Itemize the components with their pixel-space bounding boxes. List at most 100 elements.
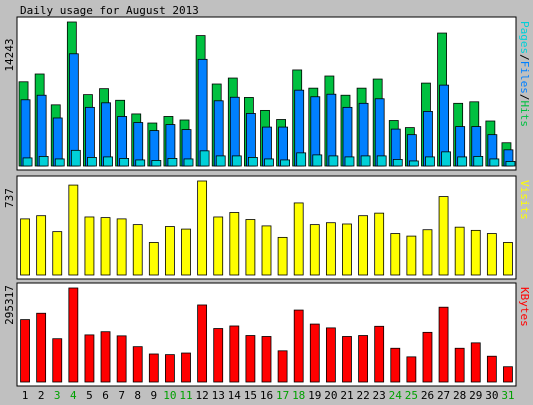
legend: KBytes: [518, 287, 531, 327]
bar-kbytes-19: [309, 323, 320, 383]
bar-kbytes-22: [358, 335, 368, 383]
bar-visits-15: [245, 219, 256, 276]
bar-kbytes-28: [454, 347, 465, 383]
bar-visits-4: [68, 184, 79, 276]
bar-kbytes-25: [406, 356, 417, 383]
x-tick-label-12: 12: [195, 389, 208, 402]
y-max-label: 737: [3, 188, 16, 208]
bar-kbytes-12: [197, 304, 208, 383]
bar-kbytes-17: [277, 350, 288, 383]
bar-visits-3: [52, 231, 63, 276]
bar-visits-14: [229, 212, 240, 276]
bar-visits-20: [325, 222, 336, 276]
y-max-label: 14243: [3, 38, 16, 71]
bar-pages-16: [264, 158, 274, 167]
bar-visits-1: [20, 218, 30, 276]
bar-files-1: [20, 99, 31, 167]
bar-visits-16: [261, 225, 272, 276]
bar-visits-18: [293, 202, 304, 276]
bar-pages-29: [473, 155, 484, 167]
bar-pages-5: [87, 157, 97, 167]
x-tick-label-30: 30: [485, 389, 498, 402]
bar-kbytes-3: [52, 338, 63, 383]
bar-pages-3: [54, 158, 65, 167]
bar-kbytes-10: [165, 354, 175, 383]
bar-pages-28: [457, 156, 468, 167]
y-max-label: 295317: [3, 285, 16, 325]
bar-visits-5: [84, 216, 95, 276]
x-tick-label-7: 7: [118, 389, 125, 402]
bar-visits-29: [470, 229, 481, 276]
x-tick-label-9: 9: [151, 389, 158, 402]
bar-files-12: [197, 58, 208, 167]
bar-visits-30: [486, 233, 497, 276]
bar-kbytes-24: [390, 347, 401, 383]
bar-pages-27: [441, 151, 451, 167]
x-tick-label-21: 21: [340, 389, 353, 402]
bar-files-8: [133, 122, 144, 167]
x-tick-label-5: 5: [86, 389, 93, 402]
bar-kbytes-15: [245, 335, 256, 383]
bar-pages-17: [280, 159, 290, 167]
bar-pages-6: [103, 156, 113, 167]
bar-visits-8: [132, 224, 143, 276]
bar-visits-11: [181, 228, 191, 276]
bar-files-20: [326, 93, 337, 167]
bar-kbytes-27: [438, 306, 449, 383]
bar-visits-28: [454, 226, 465, 276]
bar-pages-20: [328, 155, 339, 167]
bar-kbytes-5: [84, 334, 95, 383]
bar-pages-11: [183, 158, 194, 167]
bar-visits-26: [422, 229, 433, 276]
bar-kbytes-6: [100, 331, 111, 383]
x-tick-label-11: 11: [179, 389, 192, 402]
bar-visits-31: [503, 242, 513, 276]
bar-visits-24: [390, 233, 401, 276]
x-tick-label-17: 17: [276, 389, 289, 402]
x-tick-label-24: 24: [389, 389, 403, 402]
bar-kbytes-14: [229, 325, 240, 383]
bar-visits-9: [148, 242, 159, 276]
bar-pages-25: [408, 160, 419, 167]
bar-kbytes-18: [293, 309, 304, 383]
bar-pages-26: [425, 156, 435, 167]
x-tick-label-16: 16: [260, 389, 273, 402]
x-tick-label-29: 29: [469, 389, 482, 402]
bar-visits-6: [100, 217, 111, 276]
x-tick-label-1: 1: [22, 389, 29, 402]
bar-kbytes-11: [181, 352, 191, 383]
bar-pages-21: [344, 156, 355, 167]
x-tick-label-28: 28: [453, 389, 466, 402]
bar-pages-9: [151, 160, 162, 167]
bar-kbytes-4: [68, 287, 79, 383]
bar-kbytes-21: [342, 336, 352, 383]
bar-pages-1: [22, 157, 33, 167]
x-tick-label-31: 31: [501, 389, 514, 402]
bar-kbytes-1: [20, 319, 30, 383]
bar-kbytes-29: [470, 342, 481, 383]
x-tick-label-25: 25: [405, 389, 418, 402]
x-tick-label-13: 13: [212, 389, 225, 402]
panel-visits: 737 Visits: [3, 175, 531, 280]
bar-visits-2: [36, 215, 47, 276]
bar-kbytes-2: [36, 312, 47, 383]
bar-visits-25: [406, 235, 417, 276]
bar-kbytes-31: [503, 366, 513, 383]
legend-entry: KBytes: [518, 287, 531, 327]
bar-pages-13: [215, 155, 226, 167]
bar-visits-7: [116, 218, 127, 276]
bar-kbytes-7: [116, 335, 127, 383]
bar-pages-8: [135, 159, 146, 167]
x-axis-labels: 1 2 3 4 5 6 7 8 9 10 11 12 13 14 15 16 17 18 19 20 21 22 23 24 2…: [22, 389, 515, 402]
x-tick-label-6: 6: [102, 389, 109, 402]
x-tick-label-22: 22: [356, 389, 369, 402]
x-tick-label-19: 19: [308, 389, 321, 402]
bar-pages-18: [296, 152, 307, 167]
chart-title: Daily usage for August 2013: [20, 4, 199, 17]
x-tick-label-20: 20: [324, 389, 337, 402]
bar-visits-10: [165, 226, 175, 276]
x-tick-label-14: 14: [228, 389, 242, 402]
bar-files-4: [68, 53, 79, 167]
